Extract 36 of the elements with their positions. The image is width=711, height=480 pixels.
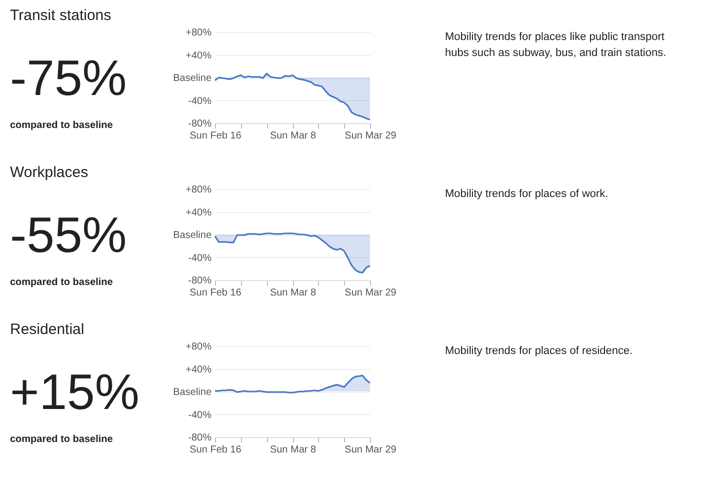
- y-tick-label: Baseline: [173, 230, 212, 241]
- y-tick-label: +40%: [186, 50, 212, 62]
- x-tick-label: Sun Feb 16: [190, 130, 242, 142]
- x-tick-label: Sun Mar 29: [344, 130, 397, 142]
- y-tick-label: -40%: [188, 96, 212, 107]
- text: compared to baseline: [10, 277, 114, 288]
- y-tick-label: +80%: [186, 342, 212, 352]
- x-tick-label: Sun Mar 8: [270, 288, 316, 298]
- y-tick-label: +80%: [186, 28, 212, 38]
- text: Residential: [10, 321, 84, 338]
- text: compared to baseline: [10, 434, 114, 445]
- text: Transit stations: [10, 7, 112, 24]
- y-tick-label: +40%: [186, 364, 212, 376]
- text: compared to baseline: [10, 120, 114, 131]
- x-tick-label: Sun Mar 29: [344, 444, 397, 456]
- text: -75%: [10, 50, 127, 106]
- y-tick-label: -80%: [188, 276, 212, 286]
- x-tick-label: Sun Feb 16: [190, 288, 242, 298]
- x-tick-label: Sun Mar 8: [270, 130, 316, 142]
- y-tick-label: Baseline: [173, 387, 212, 398]
- text: -55%: [10, 207, 127, 263]
- text: +15%: [10, 364, 140, 420]
- text: Workplaces: [10, 164, 88, 181]
- text: Mobility trends for places of residence.: [445, 345, 633, 357]
- text: Mobility trends for places like public transport hubs such as subway, bus, and train stations.: [445, 31, 666, 59]
- y-tick-label: +80%: [186, 184, 212, 196]
- x-tick-label: Sun Mar 8: [270, 444, 316, 456]
- x-tick-label: Sun Mar 29: [344, 288, 397, 298]
- y-tick-label: +40%: [186, 207, 212, 218]
- y-tick-label: -40%: [188, 252, 212, 264]
- text: Mobility trends for places of work.: [445, 188, 608, 200]
- y-tick-label: -80%: [188, 432, 212, 444]
- x-tick-label: Sun Feb 16: [190, 444, 242, 456]
- y-tick-label: -40%: [188, 410, 212, 421]
- y-tick-label: -80%: [188, 118, 212, 130]
- y-tick-label: Baseline: [173, 73, 212, 84]
